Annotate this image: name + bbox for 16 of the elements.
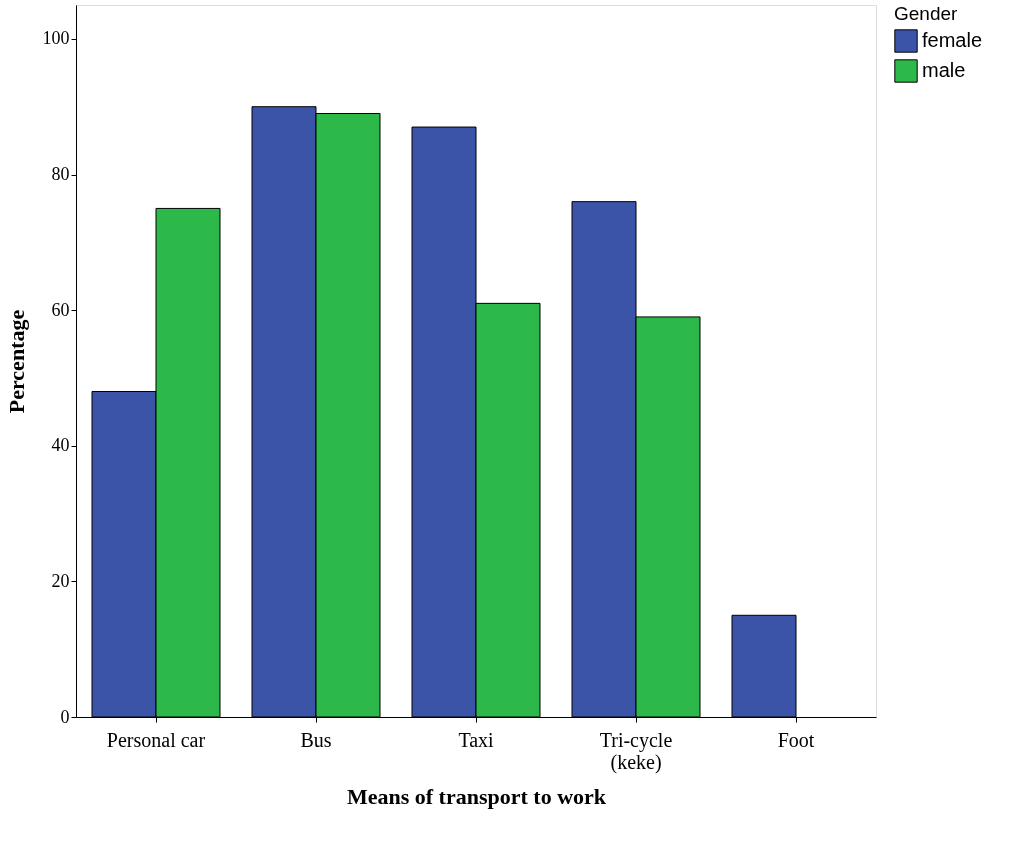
legend-label: female — [922, 29, 983, 51]
y-axis-title: Percentage — [3, 309, 29, 414]
legend-label: male — [922, 59, 966, 81]
x-tick-label: Bus — [300, 728, 332, 751]
y-tick-label: 60 — [51, 299, 70, 320]
x-tick-label: Tri-cycle (keke) — [599, 728, 673, 774]
y-tick-label: 100 — [42, 28, 70, 49]
x-tick-label: Foot — [777, 728, 815, 751]
legend-title: Gender — [894, 3, 959, 24]
x-tick-label: Taxi — [458, 728, 495, 751]
y-tick-label: 80 — [51, 164, 70, 185]
x-axis-title: Means of transport to work — [346, 783, 607, 809]
y-tick-label: 20 — [51, 570, 70, 591]
x-tick-label: Personal car — [106, 728, 206, 751]
y-tick-label: 40 — [51, 435, 70, 456]
y-tick-label: 0 — [60, 706, 70, 727]
